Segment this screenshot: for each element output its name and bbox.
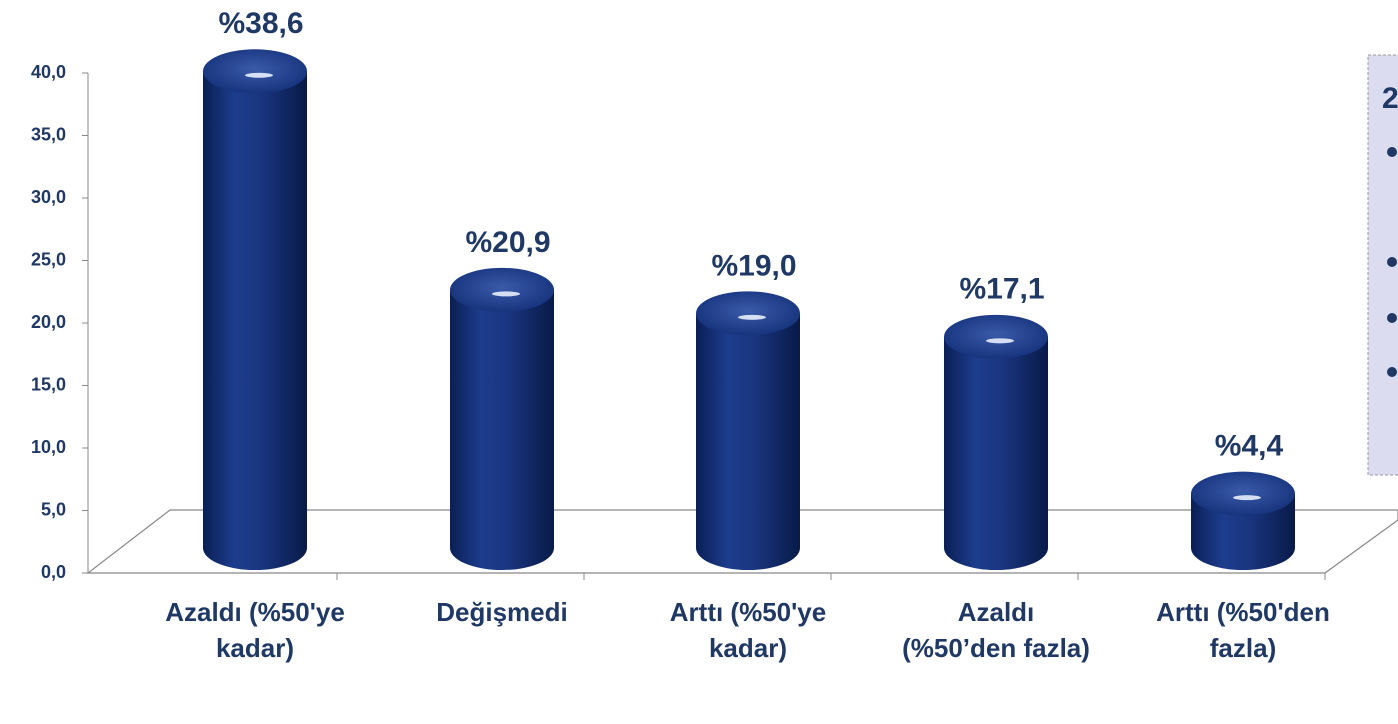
bar	[450, 289, 554, 570]
bar	[696, 313, 800, 570]
x-ticks	[336, 573, 1326, 580]
x-tick-label: Arttı (%50'ye kadar)	[669, 597, 827, 663]
bar	[1191, 493, 1295, 570]
bar-top	[1191, 471, 1295, 516]
bar-highlight	[492, 291, 520, 297]
y-tick-label: 40,0	[31, 62, 66, 82]
bar-top	[696, 291, 800, 336]
bar-highlight	[986, 338, 1014, 344]
y-tick-label: 0,0	[41, 562, 66, 582]
value-label: %20,9	[465, 226, 550, 259]
x-tick-label: Arttı (%50'den fazla)	[1156, 597, 1330, 663]
bar-highlight	[245, 72, 273, 78]
y-tick-label: 15,0	[31, 374, 66, 394]
x-tick-label: Azaldı (%50’den fazla)	[902, 597, 1090, 663]
y-tick-label: 20,0	[31, 312, 66, 332]
y-tick-label: 10,0	[31, 437, 66, 457]
side-panel-text: 2	[1382, 82, 1398, 115]
bar-top	[450, 267, 554, 312]
bar-highlight	[738, 314, 766, 320]
value-label: %4,4	[1215, 430, 1284, 463]
value-label: %38,6	[218, 7, 303, 40]
value-label: %17,1	[959, 273, 1044, 306]
bar	[203, 71, 307, 570]
bullets	[1387, 147, 1397, 377]
bar-top	[203, 49, 307, 94]
y-tick-label: 35,0	[31, 124, 66, 144]
x-tick-label: Değişmedi	[436, 597, 568, 627]
x-tick-label: Azaldı (%50'ye kadar)	[165, 597, 345, 663]
y-tick-label: 5,0	[41, 499, 66, 519]
bar	[944, 336, 1048, 570]
bar-top	[944, 314, 1048, 359]
y-tick-label: 25,0	[31, 249, 66, 269]
bar-highlight	[1233, 495, 1261, 501]
y-tick-label: 30,0	[31, 187, 66, 207]
value-label: %19,0	[711, 249, 796, 282]
